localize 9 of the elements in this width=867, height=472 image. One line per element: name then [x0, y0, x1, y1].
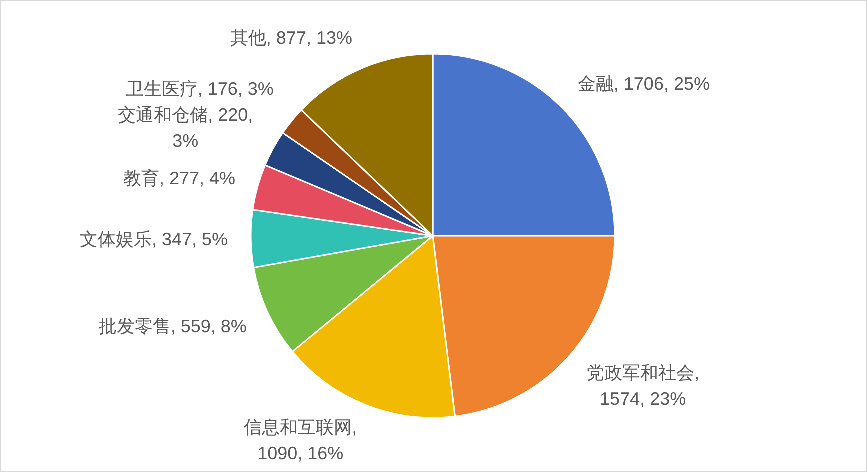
slice-label: 交通和仓储, 220, 3%	[118, 104, 254, 151]
slice-label: 教育, 277, 4%	[123, 168, 236, 189]
slice-label: 金融, 1706, 25%	[578, 74, 710, 94]
slice-label: 信息和互联网, 1090, 16%	[244, 417, 358, 464]
slice-label: 党政军和社会, 1574, 23%	[586, 362, 700, 409]
slice-label: 文体娱乐, 347, 5%	[80, 230, 228, 250]
slice-label: 其他, 877, 13%	[230, 28, 352, 48]
slice-label: 卫生医疗, 176, 3%	[126, 78, 274, 99]
slice-label: 批发零售, 559, 8%	[98, 316, 247, 337]
